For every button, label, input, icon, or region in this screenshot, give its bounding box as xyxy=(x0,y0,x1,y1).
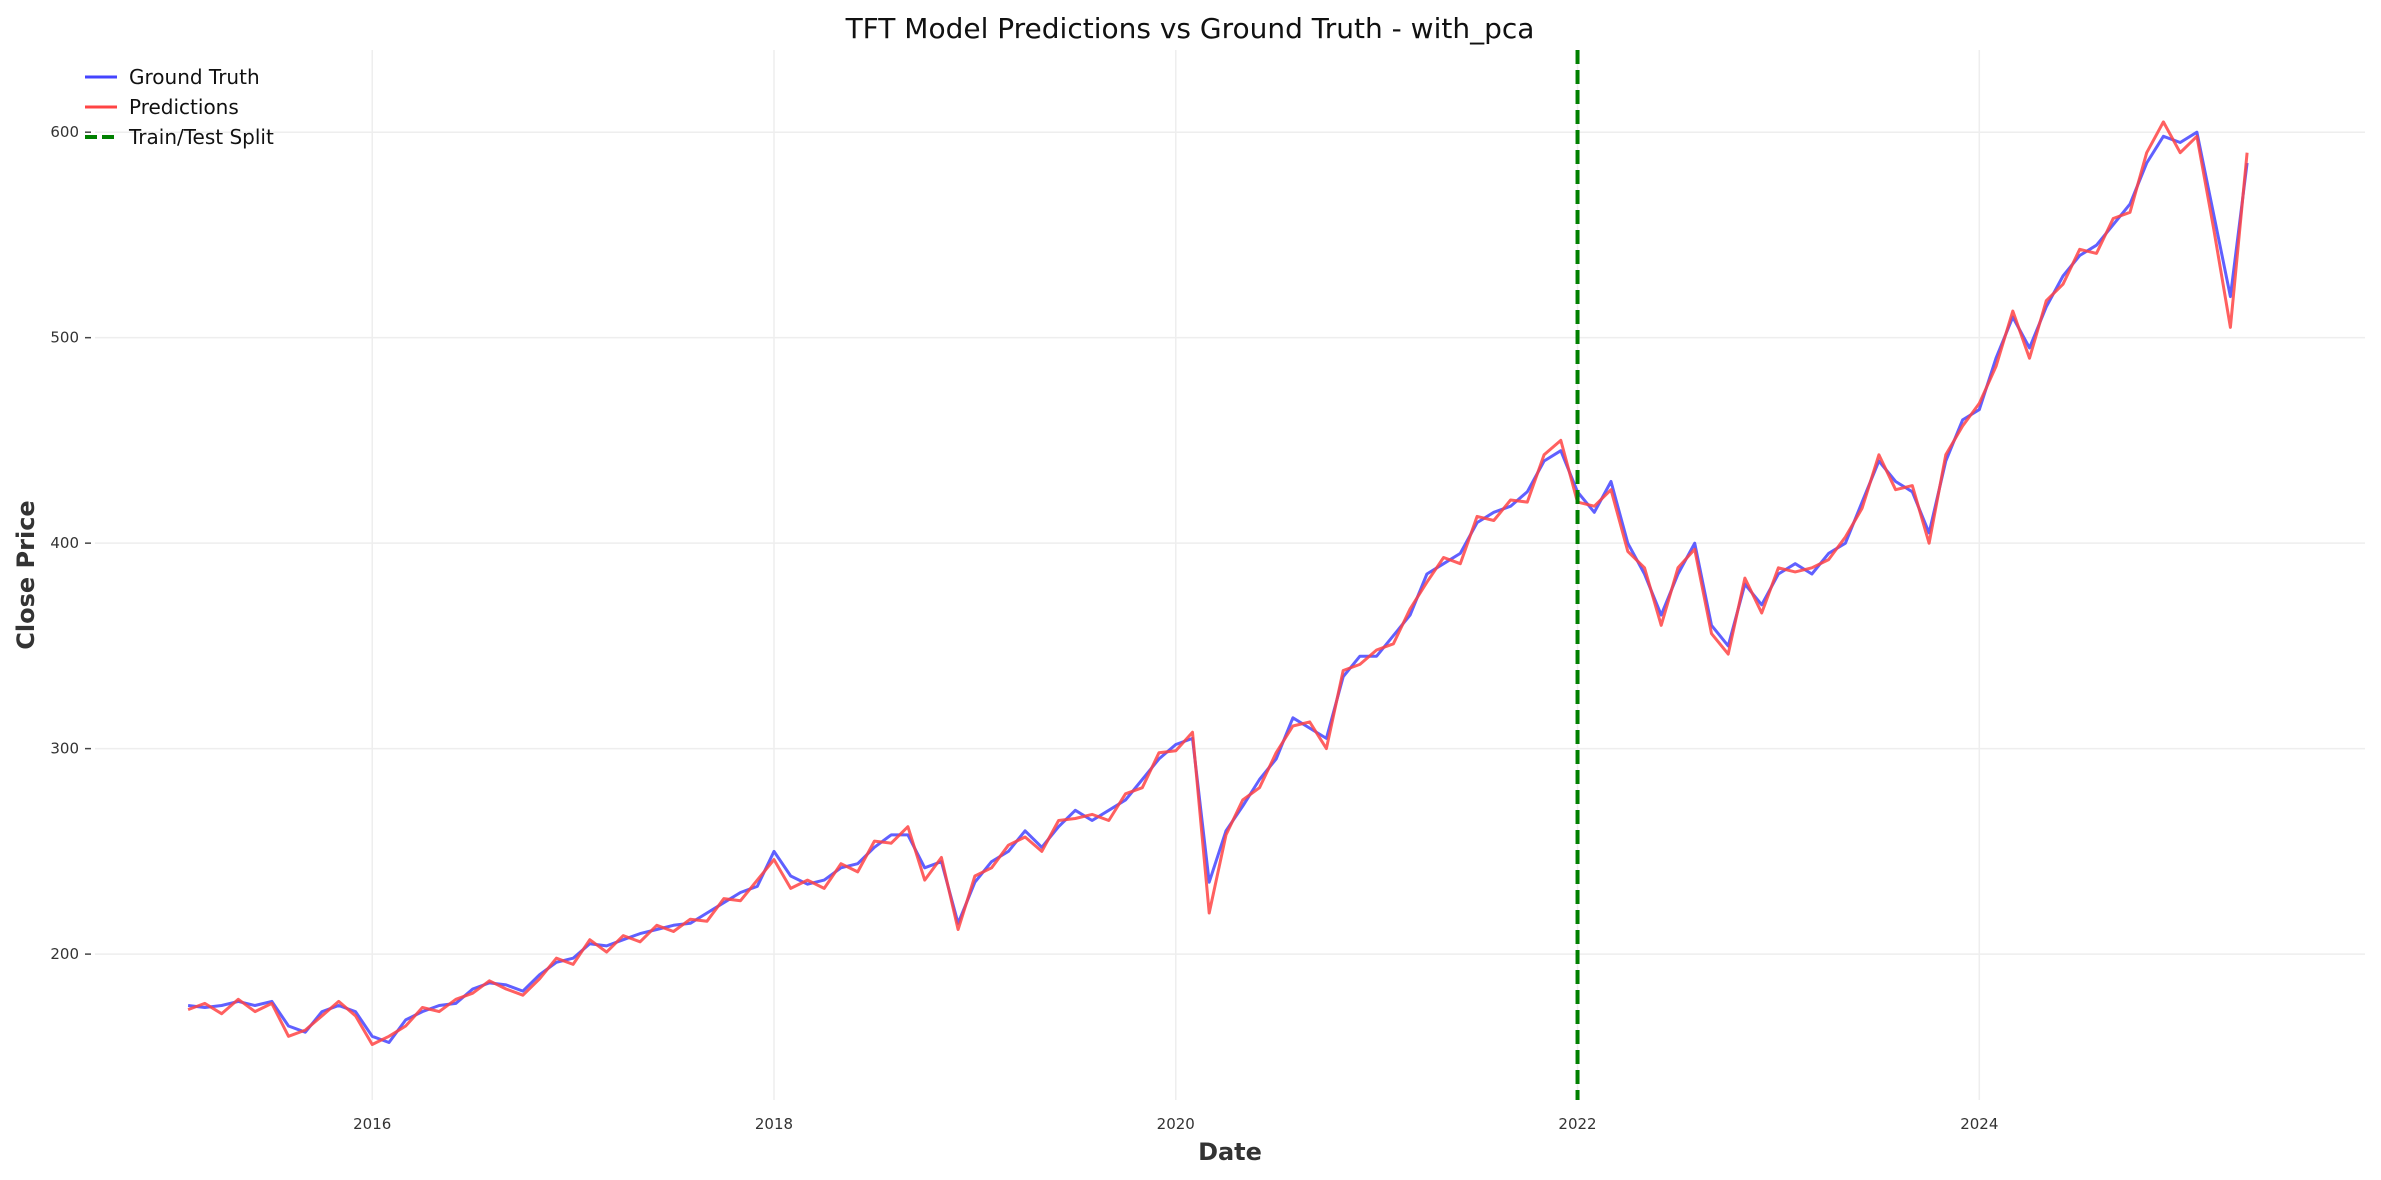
x-tick-label: 2016 xyxy=(353,1115,391,1133)
series-lines xyxy=(187,120,2249,1046)
x-tick-label: 2024 xyxy=(1960,1115,1998,1133)
predictions-line xyxy=(187,120,2249,1046)
legend-label-split: Train/Test Split xyxy=(128,125,274,149)
chart-title: TFT Model Predictions vs Ground Truth - … xyxy=(845,12,1535,45)
legend-label-ground-truth: Ground Truth xyxy=(129,65,260,89)
x-axis-label: Date xyxy=(1198,1138,1262,1166)
x-tick-label: 2020 xyxy=(1157,1115,1195,1133)
y-tick-label: 400 xyxy=(50,534,79,552)
y-tick-label: 300 xyxy=(50,740,79,758)
x-tick-label: 2022 xyxy=(1558,1115,1596,1133)
ground-truth-line xyxy=(187,130,2249,1044)
y-axis-ticks: 200 300 400 500 600 xyxy=(50,123,91,963)
y-tick-label: 500 xyxy=(50,329,79,347)
legend: Ground Truth Predictions Train/Test Spli… xyxy=(85,65,274,149)
x-tick-label: 2018 xyxy=(755,1115,793,1133)
y-axis-label: Close Price xyxy=(12,500,40,649)
gridlines xyxy=(95,50,2365,1100)
legend-label-predictions: Predictions xyxy=(129,95,239,119)
x-axis-ticks: 2016 2018 2020 2022 2024 xyxy=(353,1115,1998,1133)
y-tick-label: 200 xyxy=(50,945,79,963)
y-tick-label: 600 xyxy=(50,123,79,141)
